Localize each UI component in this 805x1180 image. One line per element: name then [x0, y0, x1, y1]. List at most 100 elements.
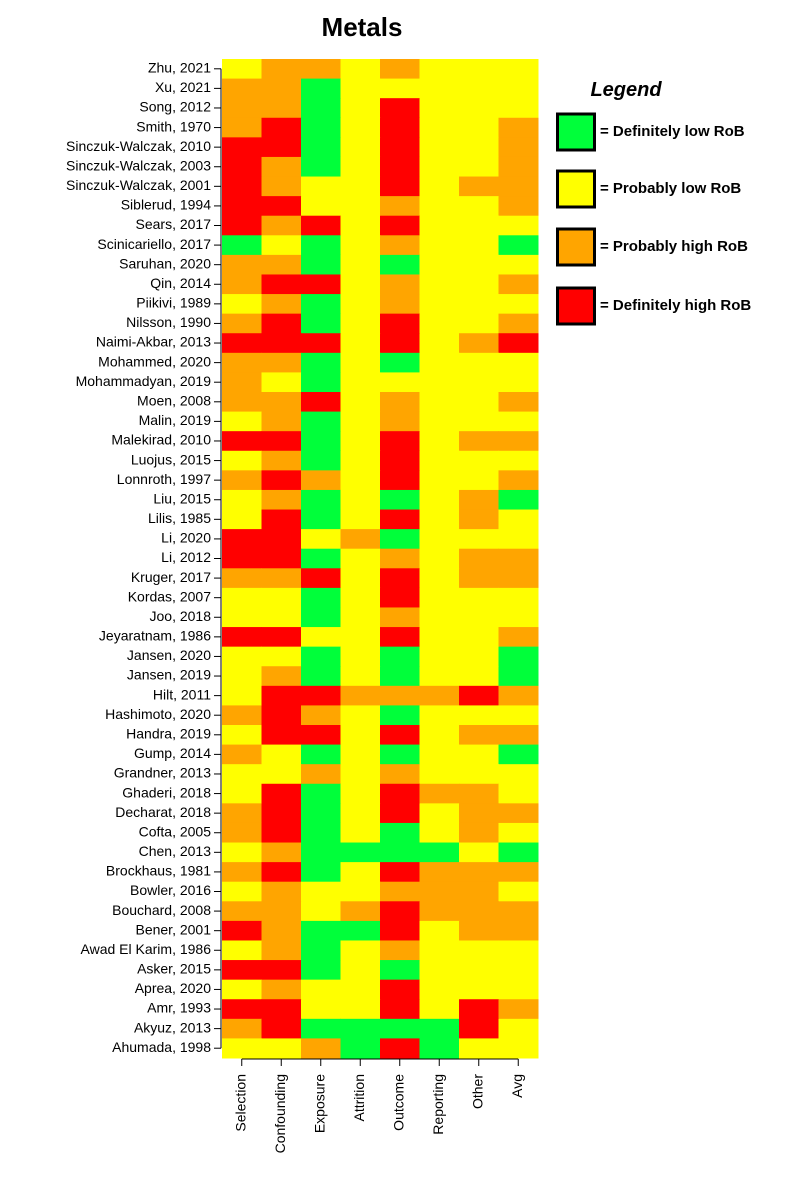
heat-cell	[498, 98, 539, 119]
heat-cell	[222, 215, 262, 236]
heat-cell	[419, 822, 460, 844]
heat-cell	[419, 842, 460, 863]
heat-cell	[459, 333, 499, 354]
heat-cell	[301, 685, 341, 706]
heat-cell	[340, 489, 381, 511]
heat-cell	[301, 607, 341, 628]
heat-cell	[301, 783, 341, 804]
heat-cell	[380, 881, 420, 902]
heat-cell	[498, 744, 539, 765]
heat-cell	[222, 862, 262, 883]
heat-cell	[222, 587, 262, 608]
heat-cell	[222, 98, 262, 119]
y-tick-label: Song, 2012	[139, 99, 211, 115]
heat-cell	[301, 470, 341, 491]
heat-cell	[498, 470, 539, 491]
heat-cell	[380, 1018, 420, 1039]
heat-cell	[301, 587, 341, 608]
heat-cell	[261, 294, 302, 315]
heat-cell	[261, 137, 302, 158]
heat-cell	[419, 783, 460, 804]
heat-cell	[459, 901, 499, 922]
y-tick-label: Kruger, 2017	[131, 569, 211, 585]
heat-cell	[380, 764, 420, 785]
y-tick-label: Sinczuk-Walczak, 2010	[66, 138, 211, 154]
heat-cell	[419, 274, 460, 295]
heat-cell	[498, 979, 539, 1000]
heat-cell	[459, 725, 499, 746]
heat-cell	[222, 1018, 262, 1039]
y-tick-label: Li, 2020	[161, 530, 211, 546]
heat-cell	[380, 940, 420, 961]
heat-cell	[419, 666, 460, 687]
heat-cell	[222, 979, 262, 1000]
heat-cell	[340, 98, 381, 119]
y-tick-label: Sinczuk-Walczak, 2001	[66, 177, 211, 193]
heat-cell	[340, 960, 381, 981]
heat-cell	[498, 450, 539, 471]
heat-cell	[380, 313, 420, 334]
heat-cell	[340, 59, 381, 80]
heat-cell	[380, 822, 420, 844]
heat-cell	[419, 333, 460, 354]
y-tick-label: Joo, 2018	[150, 608, 212, 624]
heat-cell	[261, 999, 302, 1020]
heat-cell	[459, 979, 499, 1000]
heat-cell	[340, 881, 381, 902]
chart-title: Metals	[322, 12, 403, 42]
heat-cell	[380, 333, 420, 354]
heat-cell	[301, 744, 341, 765]
heat-cell	[261, 960, 302, 981]
heat-cell	[261, 529, 302, 550]
heat-cell	[261, 725, 302, 746]
heat-cell	[222, 294, 262, 315]
heat-cell	[459, 59, 499, 80]
y-tick-label: Smith, 1970	[136, 118, 211, 134]
heat-cell	[380, 587, 420, 608]
heat-cell	[459, 764, 499, 785]
heat-cell	[380, 803, 420, 824]
heat-cell	[222, 489, 262, 511]
heat-cell	[340, 685, 381, 706]
heat-cell	[222, 744, 262, 765]
heat-cell	[459, 98, 499, 119]
y-tick-label: Jansen, 2020	[127, 647, 211, 663]
y-tick-label: Bener, 2001	[135, 921, 211, 937]
heat-cell	[222, 764, 262, 785]
heat-cell	[261, 783, 302, 804]
y-tick-label: Malekirad, 2010	[111, 432, 211, 448]
heat-cell	[380, 999, 420, 1020]
heat-cell	[380, 411, 420, 432]
heat-cell	[222, 431, 262, 452]
heat-cell	[419, 725, 460, 746]
heat-cell	[498, 842, 539, 863]
heat-cell	[301, 254, 341, 275]
heat-cell	[498, 156, 539, 178]
heat-cell	[419, 254, 460, 275]
x-tick-label: Confounding	[272, 1074, 288, 1153]
heat-cell	[419, 156, 460, 178]
heat-cell	[380, 254, 420, 275]
heat-cell	[340, 431, 381, 452]
y-tick-label: Siblerud, 1994	[121, 197, 212, 213]
y-tick-label: Sinczuk-Walczak, 2003	[66, 157, 211, 173]
heat-cell	[222, 78, 262, 99]
heat-cell	[459, 431, 499, 452]
heat-cell	[419, 78, 460, 99]
heat-cell	[301, 176, 341, 197]
heat-cell	[261, 470, 302, 491]
heat-cell	[498, 372, 539, 393]
heat-cell	[222, 705, 262, 726]
heat-cell	[340, 313, 381, 334]
y-tick-label: Li, 2012	[161, 549, 211, 565]
heat-cell	[419, 646, 460, 667]
heat-cell	[380, 450, 420, 471]
heat-cell	[261, 881, 302, 902]
heat-cell	[419, 294, 460, 315]
heat-cell	[261, 333, 302, 354]
heat-cell	[340, 235, 381, 256]
heat-cell	[498, 548, 539, 569]
y-tick-label: Hilt, 2011	[153, 686, 211, 702]
y-tick-label: Piikivi, 1989	[136, 295, 211, 311]
